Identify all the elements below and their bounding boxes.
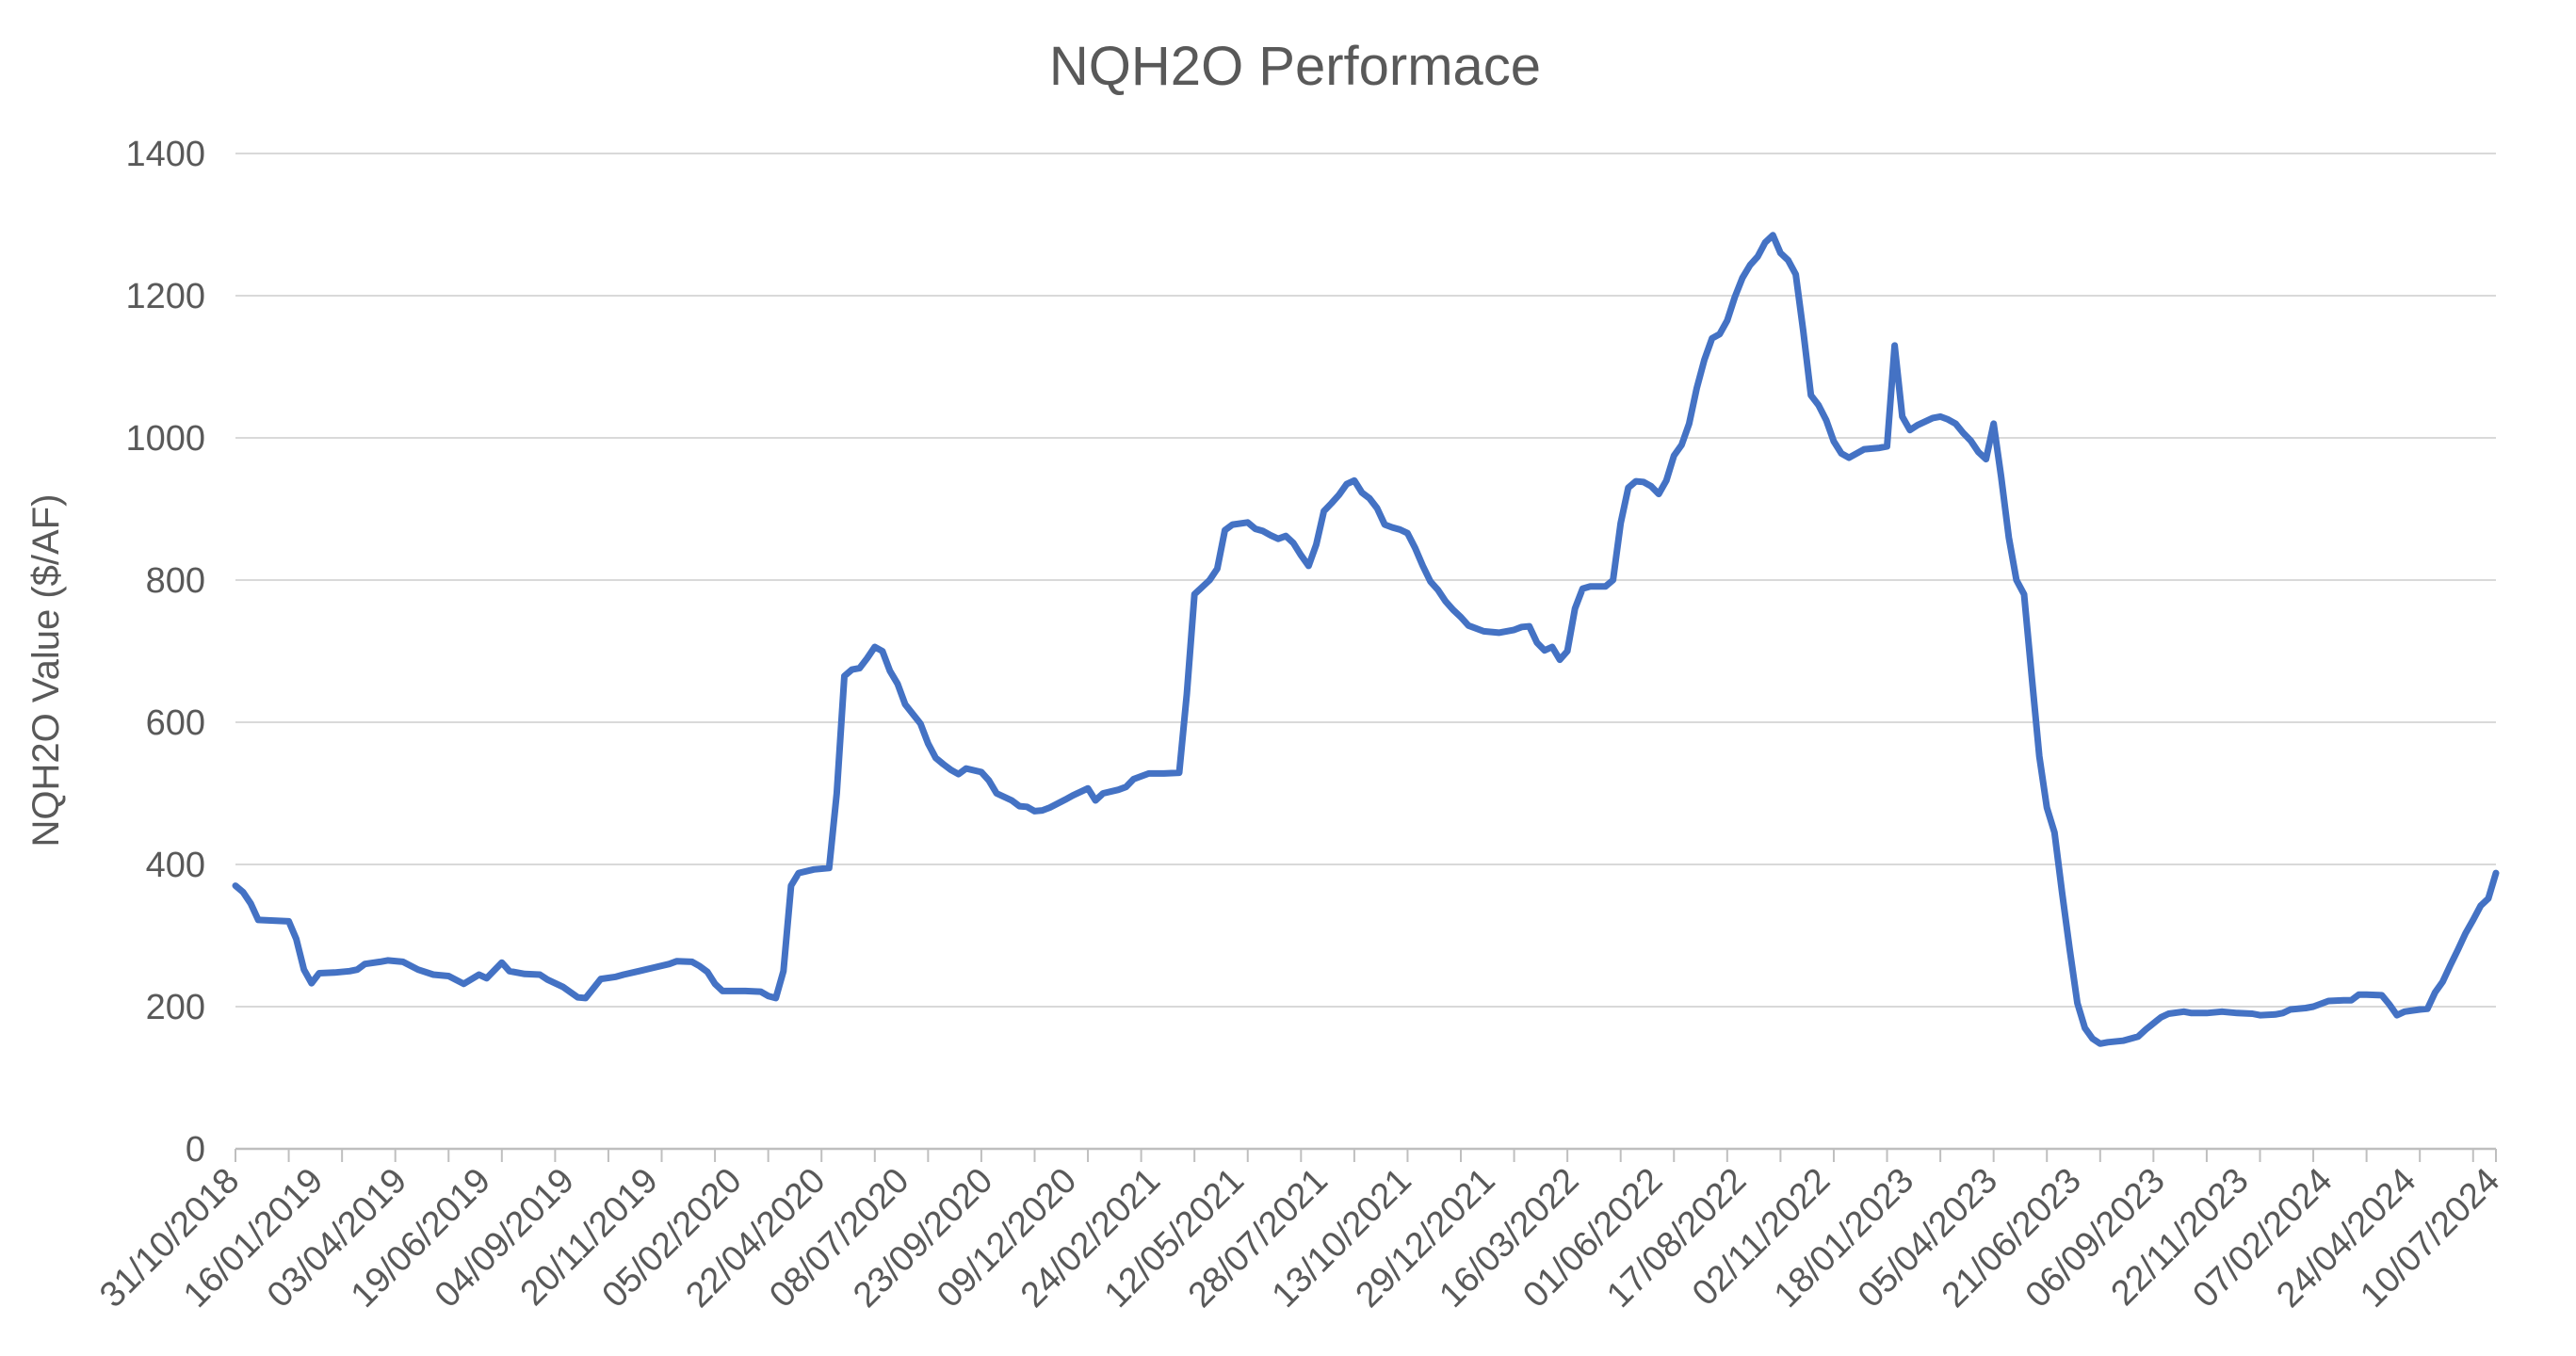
y-tick-label: 0 xyxy=(186,1130,205,1170)
x-axis-tick-labels: 31/10/201816/01/201903/04/201919/06/2019… xyxy=(92,1161,2507,1316)
y-tick-label: 1400 xyxy=(125,135,205,174)
y-tick-label: 1200 xyxy=(125,277,205,316)
chart-title: NQH2O Performace xyxy=(1049,36,1541,97)
y-tick-label: 600 xyxy=(146,703,205,743)
y-axis-tick-labels: 0 200 400 600 800 1000 1200 1400 xyxy=(125,135,205,1170)
data-series xyxy=(232,232,2500,1047)
y-tick-label: 200 xyxy=(146,988,205,1027)
x-axis xyxy=(235,1147,2497,1162)
y-axis-title: NQH2O Value ($/AF) xyxy=(25,494,67,848)
gridlines xyxy=(235,153,2496,1008)
y-tick-label: 800 xyxy=(146,561,205,601)
y-tick-label: 400 xyxy=(146,846,205,885)
series-line xyxy=(232,232,2500,1047)
y-tick-label: 1000 xyxy=(125,419,205,459)
